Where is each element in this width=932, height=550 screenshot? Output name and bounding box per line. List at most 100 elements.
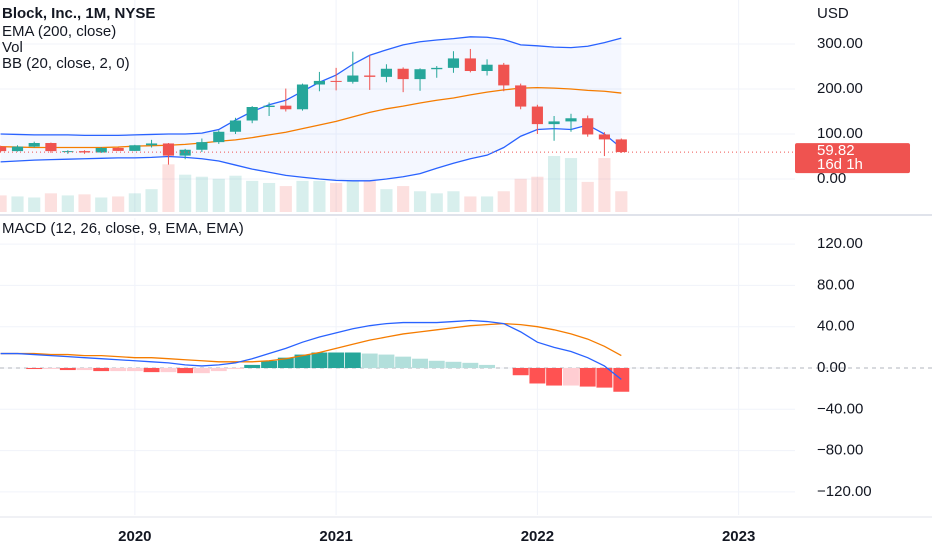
- candle-body: [296, 84, 309, 110]
- histogram-bar: [177, 367, 194, 374]
- histogram-bar: [613, 367, 630, 392]
- last-price-label: 59.82: [817, 142, 855, 159]
- candle-body: [531, 106, 543, 125]
- histogram-bar: [428, 360, 445, 368]
- histogram-bar: [210, 367, 227, 372]
- candle-body: [347, 75, 359, 82]
- histogram-bar: [328, 352, 345, 368]
- volume-bar: [145, 189, 158, 212]
- histogram-bar: [193, 367, 210, 374]
- volume-bar: [413, 191, 427, 212]
- indicator-label: BB (20, close, 2, 0): [2, 55, 130, 72]
- y-tick-label: 120.00: [817, 235, 863, 252]
- candle-body: [397, 68, 409, 80]
- histogram-bar: [512, 367, 529, 376]
- candle-body: [28, 143, 40, 147]
- volume-bar: [346, 180, 359, 212]
- volume-bar: [531, 176, 544, 212]
- histogram-bar: [244, 364, 261, 368]
- candle-body: [431, 67, 443, 70]
- candle-body: [196, 142, 208, 150]
- candle-body: [129, 145, 141, 151]
- volume-bar: [229, 175, 242, 212]
- histogram-bar: [395, 356, 412, 368]
- histogram-bar: [361, 353, 378, 368]
- volume-bar: [464, 196, 477, 212]
- candle-body: [11, 146, 24, 152]
- y-tick-label: 0.00: [817, 359, 846, 376]
- volume-bar: [61, 195, 74, 212]
- x-tick-label: 2020: [118, 528, 151, 545]
- bb-upper: [0, 36, 622, 137]
- volume-bar: [296, 180, 309, 212]
- candle-body: [62, 151, 74, 153]
- histogram-bar: [563, 367, 579, 386]
- y-tick-label: 40.00: [817, 318, 855, 335]
- y-tick-label: −40.00: [817, 400, 863, 417]
- candle-body: [515, 85, 527, 107]
- x-tick-label: 2022: [521, 528, 554, 545]
- histogram-bar: [143, 367, 160, 373]
- y-tick-label: 0.00: [817, 170, 846, 187]
- candle-body: [364, 75, 376, 77]
- indicator-label: MACD (12, 26, close, 9, EMA, EMA): [2, 220, 244, 237]
- volume-bar: [581, 181, 594, 212]
- candle-body: [229, 120, 242, 132]
- volume-bar: [480, 196, 494, 212]
- volume-bar: [330, 182, 343, 212]
- candle-body: [145, 143, 158, 146]
- candle-body: [213, 131, 225, 143]
- volume-bar: [514, 178, 527, 212]
- candle-body: [615, 139, 627, 153]
- volume-bar: [430, 193, 443, 212]
- y-tick-label: 80.00: [817, 276, 855, 293]
- histogram-bar: [579, 367, 596, 387]
- macd-line: [0, 319, 622, 380]
- volume-bar: [128, 193, 141, 212]
- candle-body: [330, 80, 342, 82]
- histogram-bar: [126, 367, 143, 372]
- y-tick-label: −80.00: [817, 442, 863, 459]
- histogram-bar: [412, 358, 428, 368]
- histogram-bar: [378, 354, 395, 368]
- indicator-label: EMA (200, close): [2, 23, 116, 40]
- volume-bar: [598, 158, 611, 212]
- candle-body: [179, 149, 191, 156]
- y-tick-label: 200.00: [817, 80, 863, 97]
- candle-body: [565, 118, 577, 122]
- histogram-bar: [93, 367, 110, 372]
- histogram-bar: [311, 352, 328, 368]
- histogram-bar: [445, 361, 462, 368]
- candle-body: [598, 134, 610, 140]
- volume-bar: [279, 186, 292, 212]
- histogram-bar: [110, 367, 127, 372]
- histogram-bar: [479, 364, 496, 368]
- histogram-bar: [596, 367, 613, 388]
- marks-layer: [0, 36, 932, 392]
- volume-bar: [380, 189, 393, 212]
- candle-body: [464, 58, 476, 72]
- volume-bar: [615, 191, 628, 212]
- volume-bar: [78, 194, 91, 212]
- chart-title: Block, Inc., 1M, NYSE: [2, 5, 155, 22]
- y-tick-label: −120.00: [817, 483, 872, 500]
- candle-body: [447, 58, 460, 68]
- volume-bar: [112, 196, 125, 212]
- volume-bar: [95, 197, 108, 212]
- bb-lower: [0, 124, 622, 182]
- histogram-bar: [462, 362, 479, 368]
- histogram-bar: [227, 367, 244, 370]
- volume-bar: [44, 193, 58, 212]
- histogram-bar: [546, 367, 563, 386]
- volume-bar: [263, 182, 276, 212]
- candle-body: [498, 64, 510, 86]
- histogram-bar: [294, 354, 311, 368]
- volume-bar: [447, 191, 460, 212]
- volume-bar: [162, 164, 175, 212]
- text-layer: Block, Inc., 1M, NYSE EMA (200, close) V…: [2, 5, 910, 545]
- volume-bar: [28, 197, 41, 212]
- histogram-bar: [59, 367, 76, 371]
- candle-body: [45, 143, 57, 152]
- candle-body: [313, 80, 325, 85]
- histogram-bar: [160, 367, 177, 373]
